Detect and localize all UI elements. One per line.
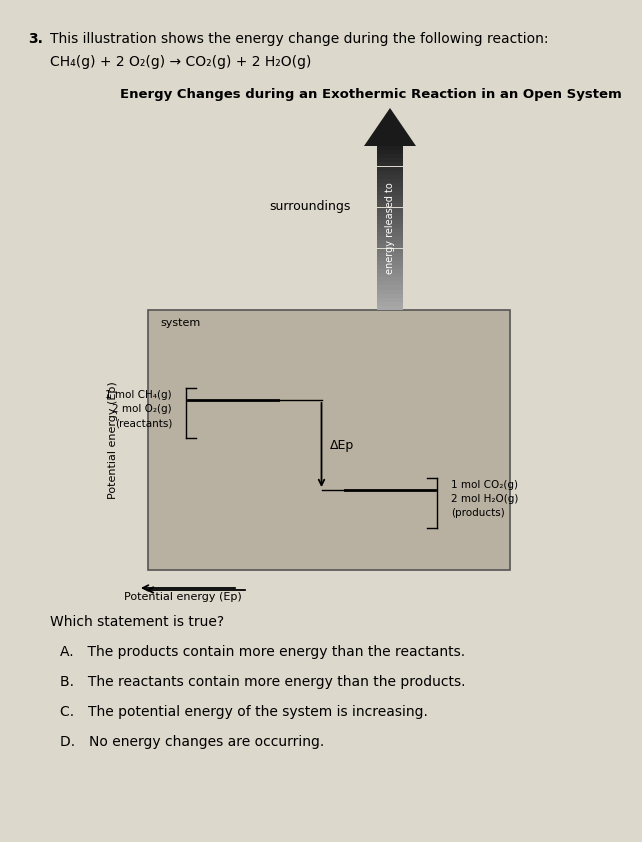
Text: (products): (products) (451, 508, 505, 518)
Text: 1 mol CO₂(g): 1 mol CO₂(g) (451, 480, 518, 490)
Bar (377, 237, 403, 240)
Bar (377, 183, 403, 187)
Bar (377, 298, 403, 301)
Text: C. The potential energy of the system is increasing.: C. The potential energy of the system is… (60, 705, 428, 719)
Bar (377, 244, 403, 248)
Text: 3.: 3. (28, 32, 43, 46)
Bar (377, 285, 403, 290)
Bar (377, 211, 403, 216)
Bar (377, 301, 403, 306)
Text: B. The reactants contain more energy than the products.: B. The reactants contain more energy tha… (60, 675, 465, 689)
Text: CH₄(g) + 2 O₂(g) → CO₂(g) + 2 H₂O(g): CH₄(g) + 2 O₂(g) → CO₂(g) + 2 H₂O(g) (50, 55, 311, 69)
Bar (377, 167, 403, 171)
Text: ΔEp: ΔEp (329, 439, 354, 451)
Polygon shape (364, 108, 416, 146)
Bar (377, 216, 403, 220)
Bar (377, 174, 403, 179)
Bar (377, 265, 403, 269)
Bar (377, 158, 403, 163)
Bar (148, 310, 510, 570)
Bar (377, 150, 403, 154)
Bar (377, 220, 403, 224)
Bar (377, 232, 403, 237)
Bar (377, 179, 403, 183)
Bar (377, 273, 403, 277)
Text: This illustration shows the energy change during the following reaction:: This illustration shows the energy chang… (50, 32, 548, 46)
Bar (377, 281, 403, 285)
Bar (377, 261, 403, 265)
Text: 2 mol H₂O(g): 2 mol H₂O(g) (451, 494, 518, 504)
Bar (377, 228, 403, 232)
Text: (reactants): (reactants) (115, 418, 172, 428)
Bar (377, 207, 403, 211)
Bar (377, 146, 403, 150)
Text: energy released to: energy released to (385, 182, 395, 274)
Bar (377, 290, 403, 294)
Bar (377, 191, 403, 195)
Bar (377, 248, 403, 253)
Bar (377, 294, 403, 298)
Text: system: system (160, 318, 200, 328)
Bar (377, 224, 403, 228)
Bar (377, 204, 403, 207)
Text: 1 mol CH₄(g): 1 mol CH₄(g) (105, 390, 172, 400)
Bar (377, 240, 403, 244)
Text: Energy Changes during an Exothermic Reaction in an Open System: Energy Changes during an Exothermic Reac… (120, 88, 621, 101)
Text: Potential energy (Ep): Potential energy (Ep) (108, 381, 118, 498)
Bar (377, 306, 403, 310)
Bar (377, 195, 403, 200)
Bar (377, 269, 403, 273)
Text: D. No energy changes are occurring.: D. No energy changes are occurring. (60, 735, 324, 749)
Bar (377, 277, 403, 281)
Bar (377, 171, 403, 174)
Bar (377, 154, 403, 158)
Text: Potential energy (Ep): Potential energy (Ep) (124, 592, 242, 602)
Text: Which statement is true?: Which statement is true? (50, 615, 224, 629)
Bar (377, 163, 403, 167)
Bar (377, 187, 403, 191)
Bar (377, 257, 403, 261)
Text: A. The products contain more energy than the reactants.: A. The products contain more energy than… (60, 645, 465, 659)
Text: surroundings: surroundings (269, 200, 351, 213)
Bar (377, 253, 403, 257)
Text: 2 mol O₂(g): 2 mol O₂(g) (112, 404, 172, 414)
Bar (377, 200, 403, 204)
